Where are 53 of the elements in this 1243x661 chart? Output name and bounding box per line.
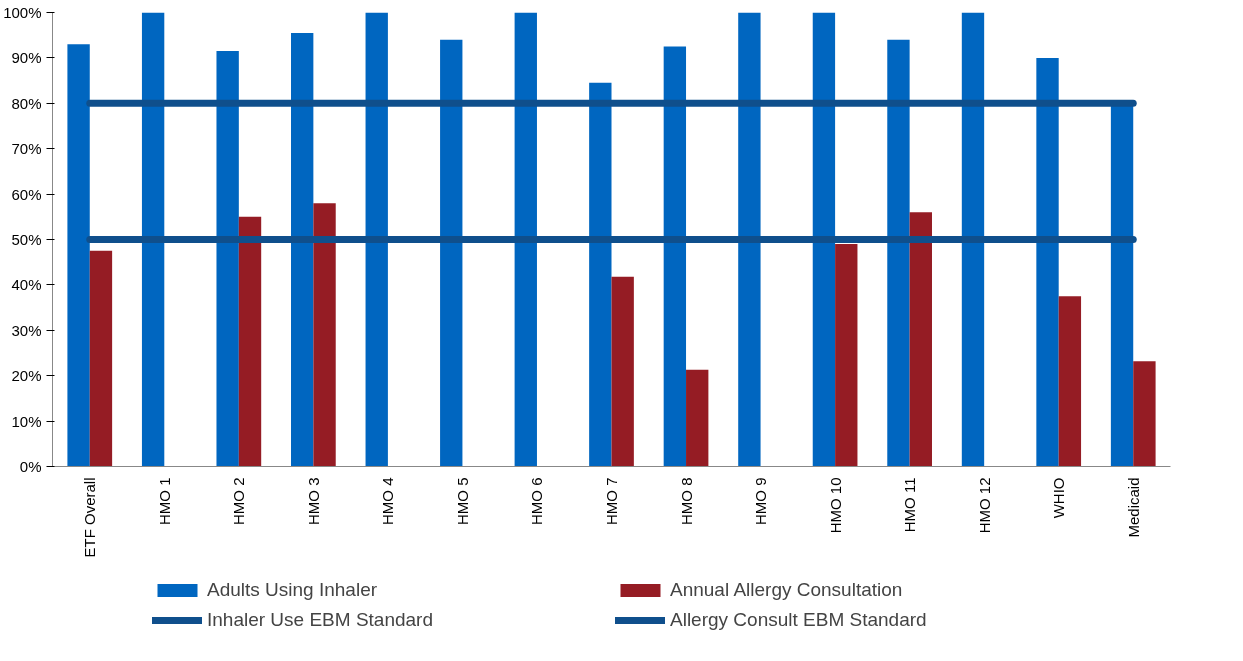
y-tick-label: 80%: [11, 94, 42, 112]
bar: [1133, 361, 1156, 467]
bar: [365, 12, 388, 467]
x-tick-label: Medicaid: [1124, 477, 1142, 538]
bar: [1036, 57, 1059, 467]
y-tick-label: 70%: [11, 140, 42, 158]
legend-label: Allergy Consult EBM Standard: [670, 609, 928, 631]
legend-label: Annual Allergy Consultation: [670, 579, 904, 601]
bar: [216, 51, 239, 467]
x-tick-label: HMO 2: [230, 477, 248, 525]
bar: [589, 82, 612, 467]
bar: [1058, 296, 1082, 467]
y-tick-label: 20%: [11, 367, 42, 385]
bar: [89, 250, 113, 467]
y-tick-label: 30%: [11, 321, 42, 339]
y-tick-label: 0%: [19, 458, 42, 475]
x-tick-label: HMO 12: [975, 477, 993, 534]
x-tick-label: HMO 6: [528, 477, 546, 525]
x-tick-label: HMO 3: [304, 477, 322, 525]
y-tick-label: 40%: [11, 276, 42, 294]
x-tick-label: HMO 4: [379, 477, 397, 525]
x-tick-label: HMO 11: [901, 477, 919, 533]
bar: [835, 244, 858, 467]
y-tick-label: 90%: [11, 49, 42, 67]
bar: [909, 212, 932, 467]
bar: [738, 12, 761, 467]
x-tick-label: WHIO: [1050, 477, 1068, 519]
bar: [611, 276, 634, 467]
bar: [440, 39, 463, 467]
x-tick-label: HMO 9: [752, 477, 770, 525]
y-tick-label: 100%: [3, 4, 42, 21]
x-tick-label: ETF Overall: [81, 477, 99, 558]
y-tick-label: 10%: [11, 412, 42, 430]
y-tick-label: 60%: [11, 185, 42, 203]
bar: [663, 46, 687, 467]
bar: [961, 12, 985, 467]
x-tick-label: HMO 10: [826, 477, 844, 534]
bar: [514, 12, 537, 467]
x-tick-label: HMO 5: [453, 477, 471, 525]
x-tick-label: HMO 1: [155, 477, 173, 525]
legend-label: Adults Using Inhaler: [207, 579, 379, 601]
x-tick-label: HMO 8: [677, 477, 695, 525]
y-tick-label: 50%: [11, 231, 42, 248]
bar: [291, 32, 314, 467]
bar: [812, 12, 836, 467]
bar: [238, 216, 262, 467]
bar: [887, 39, 910, 467]
bar: [67, 44, 90, 467]
x-tick-label: HMO 7: [603, 477, 620, 525]
legend-label: Inhaler Use EBM Standard: [207, 609, 434, 631]
bar: [686, 369, 709, 467]
bar: [313, 203, 336, 467]
bar: [141, 12, 165, 467]
